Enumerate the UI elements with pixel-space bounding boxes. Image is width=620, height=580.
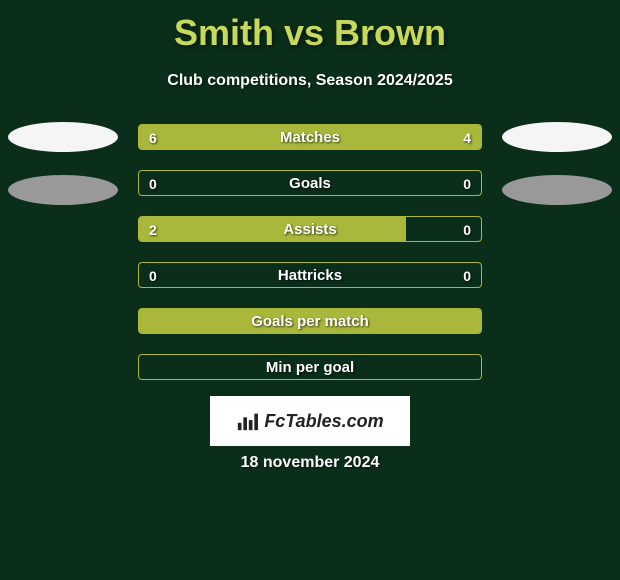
logo-text: FcTables.com <box>264 411 383 432</box>
stat-label: Min per goal <box>139 355 481 380</box>
stat-row-goals-per-match: Goals per match <box>138 308 482 334</box>
page-title: Smith vs Brown <box>0 0 620 54</box>
stat-label: Hattricks <box>139 263 481 288</box>
stat-label: Goals per match <box>139 309 481 334</box>
stat-row-goals: 0 Goals 0 <box>138 170 482 196</box>
date-line: 18 november 2024 <box>0 454 620 472</box>
bar-chart-icon <box>236 410 258 432</box>
value-right: 0 <box>463 171 471 196</box>
stat-label: Goals <box>139 171 481 196</box>
logo-box: FcTables.com <box>210 396 410 446</box>
value-right: 0 <box>463 263 471 288</box>
stat-label: Matches <box>139 125 481 150</box>
left-player-badge-2 <box>8 175 118 205</box>
right-player-badge-2 <box>502 175 612 205</box>
value-right: 0 <box>463 217 471 242</box>
value-right: 4 <box>463 125 471 150</box>
stat-label: Assists <box>139 217 481 242</box>
stats-rows: 6 Matches 4 0 Goals 0 2 Assists 0 0 Hatt… <box>138 124 482 400</box>
stat-row-matches: 6 Matches 4 <box>138 124 482 150</box>
stat-row-min-per-goal: Min per goal <box>138 354 482 380</box>
stat-row-hattricks: 0 Hattricks 0 <box>138 262 482 288</box>
stat-row-assists: 2 Assists 0 <box>138 216 482 242</box>
page-subtitle: Club competitions, Season 2024/2025 <box>0 72 620 90</box>
right-player-badge-1 <box>502 122 612 152</box>
left-player-badge-1 <box>8 122 118 152</box>
